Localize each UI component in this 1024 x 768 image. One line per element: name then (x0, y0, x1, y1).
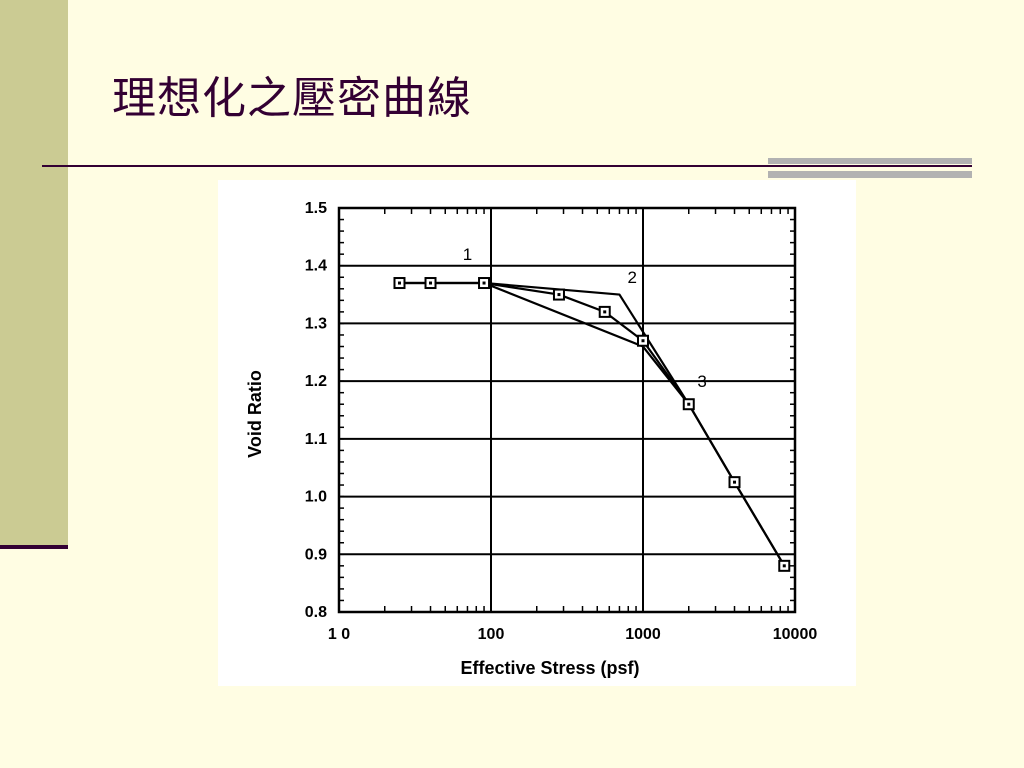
series (399, 281, 786, 567)
x-tick-label: 1 0 (328, 626, 350, 643)
data-point-center (687, 402, 691, 406)
sidebar-accent (0, 0, 68, 545)
data-point-center (603, 310, 607, 314)
x-tick-label: 100 (478, 626, 505, 643)
y-axis-label: Void Ratio (245, 370, 265, 458)
labels: 0.8 0.9 1.0 1.1 1.2 1.3 1.4 1.5 1 0 100 1000 10000 1… (305, 200, 818, 643)
sidebar-underline (0, 545, 68, 549)
slide-title: 理想化之壓密曲線 (112, 73, 472, 124)
y-tick-label: 1.3 (305, 315, 327, 332)
data-point-center (482, 281, 486, 285)
curve-label: 3 (697, 372, 706, 391)
data-point-center (782, 564, 786, 568)
x-tick-label: 1000 (625, 626, 661, 643)
x-tick-label: 10000 (773, 626, 818, 643)
x-axis-label: Effective Stress (psf) (460, 658, 639, 678)
data-point-center (733, 480, 737, 484)
data-point-center (641, 339, 645, 343)
consolidation-chart: 0.8 0.9 1.0 1.1 1.2 1.3 1.4 1.5 1 0 100 1000 10000 1… (245, 200, 818, 678)
title-divider (42, 165, 972, 167)
y-tick-label: 1.0 (305, 489, 327, 506)
y-tick-label: 1.2 (305, 373, 327, 390)
divider-accent-bottom (768, 171, 972, 178)
y-tick-label: 0.9 (305, 546, 327, 563)
curve-label: 2 (628, 268, 637, 287)
y-tick-label: 1.1 (305, 431, 327, 448)
axis-ticks (339, 207, 795, 613)
data-point-center (397, 281, 401, 285)
series-line-2 (399, 281, 786, 567)
y-tick-label: 0.8 (305, 604, 327, 621)
data-point-center (557, 293, 561, 297)
data-point-center (429, 281, 433, 285)
divider-accent-top (768, 158, 972, 164)
curve-label: 1 (463, 245, 472, 264)
y-tick-label: 1.5 (305, 200, 327, 217)
grid (337, 206, 797, 614)
chart-panel: 0.8 0.9 1.0 1.1 1.2 1.3 1.4 1.5 1 0 100 1000 10000 1… (218, 180, 856, 686)
markers (393, 277, 791, 572)
y-tick-label: 1.4 (305, 258, 327, 275)
series-line-3 (483, 282, 690, 405)
plot-border (337, 206, 797, 614)
